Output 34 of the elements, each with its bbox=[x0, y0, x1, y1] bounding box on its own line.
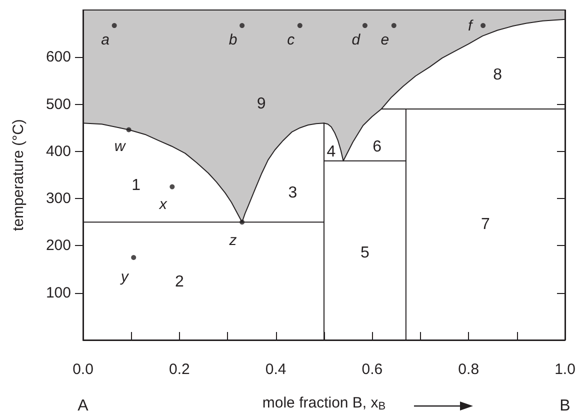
annotation: z bbox=[228, 232, 238, 250]
annotation: c bbox=[287, 31, 296, 48]
x-tick-label: 0.2 bbox=[168, 361, 190, 378]
annotation: 7 bbox=[481, 216, 490, 233]
annotation: 4 bbox=[326, 143, 336, 160]
annotation: d bbox=[352, 31, 361, 48]
annotation: f bbox=[468, 17, 474, 34]
annotation: w bbox=[114, 138, 126, 155]
x-tick-label: 0.0 bbox=[72, 361, 94, 378]
x-tick-label: 0.8 bbox=[458, 361, 480, 378]
annotation: a bbox=[101, 31, 110, 48]
text: B bbox=[560, 397, 570, 414]
annotation: 1 bbox=[132, 177, 141, 194]
y-tick-label: 400 bbox=[46, 142, 71, 160]
y-tick-label: 600 bbox=[46, 48, 71, 66]
annotation: 5 bbox=[360, 244, 370, 262]
x-tick-label: 1.0 bbox=[554, 361, 576, 378]
x-tick-label: 0.6 bbox=[362, 361, 383, 378]
text: A bbox=[78, 397, 89, 414]
y-tick-label: 300 bbox=[46, 190, 71, 208]
y-tick-label: 100 bbox=[46, 284, 71, 302]
x-tick-label: 0.4 bbox=[265, 361, 286, 378]
y-axis-title: temperature (°C) bbox=[10, 119, 27, 231]
annotation: x bbox=[158, 196, 168, 214]
annotation: b bbox=[228, 31, 238, 48]
annotation: e bbox=[380, 31, 390, 48]
annotation: 6 bbox=[372, 138, 382, 156]
annotation: 8 bbox=[493, 66, 502, 84]
y-tick-label: 200 bbox=[46, 237, 71, 254]
y-tick-label: 500 bbox=[46, 96, 71, 113]
annotation: 2 bbox=[174, 273, 184, 290]
annotation: 9 bbox=[256, 96, 266, 113]
annotation: 3 bbox=[288, 184, 298, 202]
annotation: y bbox=[120, 268, 130, 286]
